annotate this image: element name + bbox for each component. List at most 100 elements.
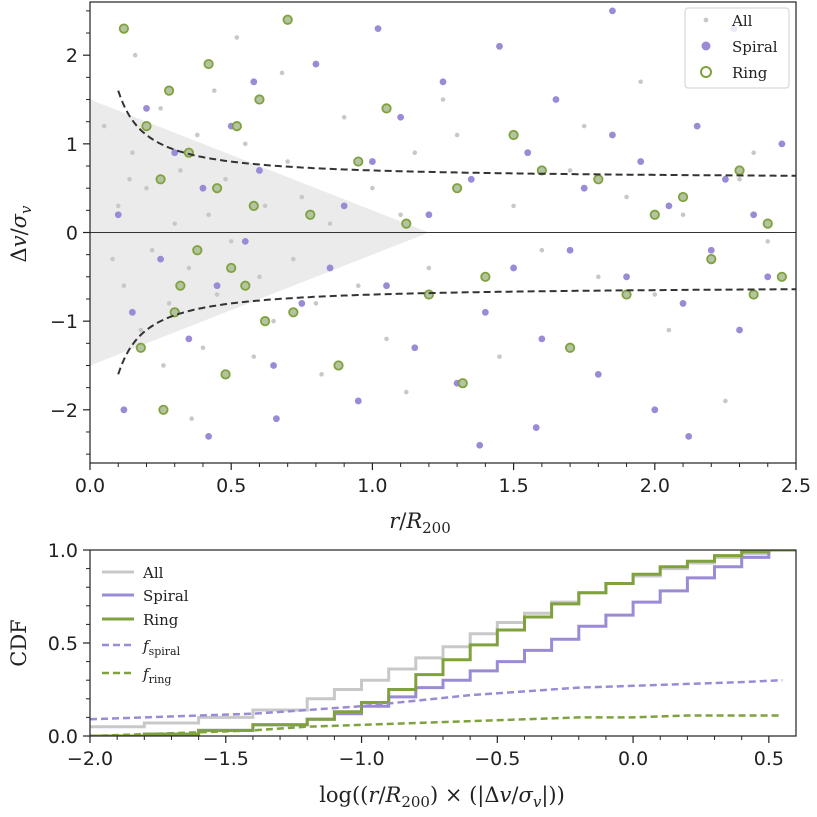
all-point: [214, 292, 220, 297]
legend-cdf-ring-label: Ring: [143, 611, 179, 629]
ring-point: [706, 253, 717, 265]
ring-point: [240, 280, 251, 291]
cdf-line-spiral: [90, 550, 796, 736]
all-point: [370, 185, 375, 191]
cdf-ticks: −2.0 −1.5 −1.0 −0.5 0.0 0.5 0.0 0.5 1.0: [48, 540, 784, 770]
all-point: [186, 265, 192, 271]
spiral-point: [764, 273, 772, 281]
y-tick-label: −2: [50, 400, 78, 422]
x-tick-label: 2.0: [640, 475, 670, 497]
ring-point: [649, 209, 660, 220]
scatter-ticks: 0.0 0.5 1.0 1.5 2.0 2.5 −2 −1 0 1 2: [50, 10, 811, 497]
caustic-lower-curve: [117, 288, 796, 375]
all-point: [257, 274, 262, 280]
legend-fring-label: fring: [142, 665, 171, 686]
spiral-point: [298, 300, 306, 307]
spiral-point: [552, 96, 560, 103]
y-tick-label: 1.0: [48, 540, 78, 562]
all-point: [110, 256, 115, 262]
all-point: [539, 247, 545, 253]
ring-point: [175, 280, 186, 291]
all-point: [251, 354, 257, 359]
cdf-legend: All Spiral Ring fspiral fring: [102, 564, 189, 686]
all-point: [440, 97, 446, 102]
spiral-point: [481, 308, 489, 316]
x-tick-label: −0.5: [474, 748, 520, 770]
spiral-point: [679, 300, 687, 307]
all-point: [638, 79, 643, 85]
all-point: [581, 123, 587, 129]
spiral-point: [171, 149, 179, 157]
spiral-point: [326, 264, 334, 272]
all-point: [751, 150, 756, 156]
x-tick-label: −2.0: [67, 748, 113, 770]
y-tick-label: 2: [66, 45, 78, 67]
spiral-point: [425, 211, 433, 219]
all-point: [200, 345, 206, 351]
all-point: [737, 177, 742, 182]
all-point: [723, 398, 728, 404]
all-point: [291, 256, 296, 262]
ring-point: [118, 23, 129, 34]
all-point: [178, 168, 183, 173]
all-point: [426, 265, 432, 271]
all-point: [624, 194, 629, 200]
ring-point: [254, 94, 265, 105]
spiral-point: [241, 237, 249, 245]
scatter-legend: All Spiral Ring: [684, 7, 790, 89]
all-point: [144, 185, 149, 191]
spiral-point: [114, 211, 122, 219]
ring-point: [248, 200, 259, 212]
cdf-ylabel: CDF: [7, 619, 31, 666]
x-tick-label: −1.0: [338, 748, 384, 770]
ring-point: [423, 289, 434, 300]
spiral-point: [566, 246, 574, 254]
ring-point: [203, 58, 214, 70]
ring-point: [480, 271, 491, 282]
x-tick-label: −1.5: [203, 748, 249, 770]
ring-point: [220, 369, 231, 380]
all-point: [279, 70, 285, 76]
legend-cdf-spiral-label: Spiral: [143, 587, 189, 605]
spiral-point: [354, 397, 362, 405]
all-point: [195, 132, 200, 138]
all-point: [189, 416, 194, 421]
spiral-point: [736, 326, 743, 334]
legend-spiral-marker: [701, 41, 711, 51]
cdf-line-ring: [90, 550, 796, 736]
all-point: [271, 318, 276, 324]
all-point: [262, 203, 268, 209]
spiral-point: [467, 175, 475, 183]
spiral-point: [532, 424, 540, 431]
all-point: [412, 150, 418, 156]
legend-fspiral-label: fspiral: [142, 637, 181, 658]
ring-point: [734, 165, 745, 176]
legend-ring-marker: [700, 66, 712, 78]
spiral-point: [580, 184, 588, 192]
ring-point: [564, 342, 576, 353]
spiral-point: [651, 406, 659, 414]
all-point: [228, 239, 234, 244]
cdf-lines-group: [90, 550, 796, 736]
x-tick-label: 1.5: [498, 475, 528, 497]
spiral-point: [609, 131, 616, 139]
cdf-line-f-spiral: [90, 678, 783, 721]
all-point: [596, 274, 601, 280]
scatter-ylabel: Δv/σv: [7, 205, 35, 262]
legend-cdf-all-label: All: [142, 564, 164, 582]
all-point: [223, 177, 228, 182]
all-point: [355, 283, 361, 288]
all-point: [285, 159, 290, 164]
spiral-point: [594, 370, 602, 378]
all-point: [313, 301, 319, 306]
x-tick-label: 0.0: [75, 475, 105, 497]
all-point: [121, 283, 127, 288]
ring-point: [192, 245, 203, 256]
all-point: [161, 363, 166, 368]
spiral-point: [750, 211, 758, 219]
all-point: [149, 247, 155, 253]
spiral-point: [397, 113, 405, 121]
spiral-point: [199, 184, 207, 192]
ring-point: [135, 342, 146, 353]
